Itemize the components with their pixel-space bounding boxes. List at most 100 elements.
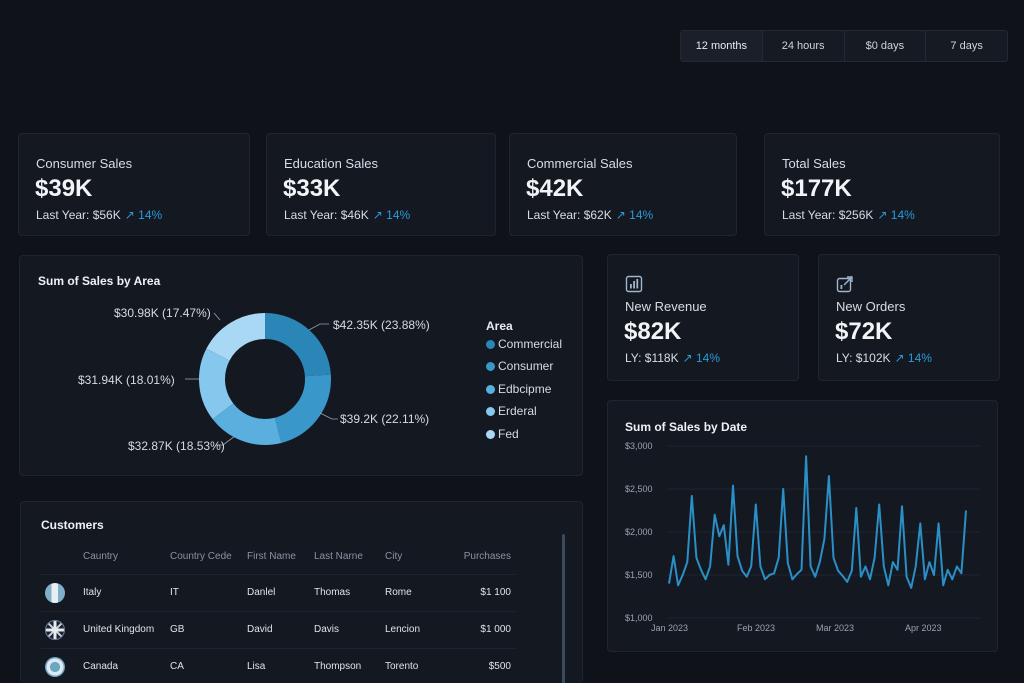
table-header-row: Cauntry Country Cede First Name Last Nar…: [41, 540, 515, 574]
cell-last-name: Thomas: [314, 573, 385, 611]
kpi-label: Total Sales: [782, 156, 846, 171]
donut-label-education: $32.87K (18.53%): [128, 439, 225, 453]
donut-slice-consumer[interactable]: [199, 313, 331, 445]
table-row[interactable]: Italy IT Danlel Thomas Rome $1 100: [41, 573, 515, 611]
cell-city: Rome: [385, 573, 445, 611]
cell-country: United Kingdom: [83, 610, 170, 648]
sales-line-series: [668, 455, 967, 589]
legend-dot: [486, 429, 495, 439]
tab-12-months[interactable]: 12 months: [681, 31, 763, 61]
kpi-value: $33K: [283, 175, 341, 202]
kpi-comparison: Last Year: $256K ↗ 14%: [782, 208, 915, 222]
column-header-last-name[interactable]: Last Narne: [314, 551, 363, 563]
cell-city: Lencion: [385, 610, 445, 648]
kpi-comparison: Last Year: $46K ↗ 14%: [284, 208, 411, 222]
legend-item-commercial[interactable]: Commercial: [486, 337, 562, 351]
kpi-value: $82K: [624, 318, 682, 345]
trend-up-indicator: ↗ 14%: [124, 208, 163, 222]
donut-label-fed: $30.98K (17.47%): [114, 306, 211, 320]
cell-first-name: Lisa: [247, 647, 314, 683]
legend-item-fed[interactable]: Fed: [486, 427, 519, 441]
kpi-value: $72K: [835, 318, 893, 345]
y-tick-label: $2,500: [625, 484, 653, 494]
cell-purchases: $1 100: [445, 573, 515, 611]
kpi-comparison: LY: $118K ↗ 14%: [625, 351, 721, 365]
donut-label-federal: $31.94K (18.01%): [78, 373, 175, 387]
x-tick-label: Apr 2023: [905, 623, 942, 633]
card-title: Customers: [41, 518, 104, 532]
cell-first-name: Danlel: [247, 573, 314, 611]
x-tick-label: Jan 2023: [651, 623, 689, 633]
kpi-consumer-sales: Consumer Sales $39K Last Year: $56K ↗ 14%: [18, 133, 250, 236]
kpi-new-orders: New Orders $72K LY: $102K ↗ 14%: [818, 254, 1000, 381]
tab-24-hours[interactable]: 24 hours: [763, 31, 845, 61]
tab-7-days[interactable]: 7 days: [950, 40, 983, 52]
legend-item-consumer[interactable]: Consumer: [486, 359, 553, 373]
column-header-city[interactable]: City: [385, 551, 403, 563]
canada-flag-icon: [45, 656, 65, 677]
line-chart: [667, 445, 980, 619]
y-tick-label: $1,500: [625, 570, 653, 580]
cell-code: CA: [170, 647, 247, 683]
cell-code: IT: [170, 573, 247, 611]
donut-slice-fed[interactable]: [199, 313, 331, 445]
italy-flag-icon: [45, 582, 65, 603]
kpi-label: New Orders: [836, 299, 906, 314]
column-header-country[interactable]: Cauntry: [83, 551, 119, 563]
donut-label-consumer: $39.2K (22.11%): [340, 412, 430, 426]
donut-slice-federal[interactable]: [199, 313, 331, 445]
x-tick-label: Mar 2023: [816, 623, 855, 633]
kpi-comparison: Last Year: $62K ↗ 14%: [527, 208, 654, 222]
donut-label-commercial: $42.35K (23.88%): [333, 318, 430, 332]
kpi-value: $39K: [35, 175, 93, 202]
kpi-total-sales: Total Sales $177K Last Year: $256K ↗ 14%: [764, 133, 1000, 236]
orders-icon: [836, 276, 853, 293]
kpi-label: Commercial Sales: [527, 156, 633, 171]
legend-dot: [486, 384, 495, 394]
x-tick-label: Feb 2023: [737, 623, 776, 633]
legend-dot: [486, 361, 495, 371]
legend-dot: [486, 406, 495, 416]
trend-up-indicator: ↗ 14%: [894, 351, 932, 365]
trend-up-indicator: ↗ 14%: [682, 351, 721, 365]
cell-purchases: $1 000: [445, 610, 515, 648]
uk-flag-icon: [45, 619, 65, 640]
trend-up-indicator: ↗ 14%: [372, 208, 411, 222]
table-row[interactable]: Canada CA Lisa Thompson Torento $500: [41, 647, 515, 683]
kpi-education-sales: Education Sales $33K Last Year: $46K ↗ 14…: [266, 133, 496, 236]
kpi-value: $42K: [526, 175, 584, 202]
legend-dot: [486, 339, 495, 349]
kpi-commercial-sales: Commercial Sales $42K Last Year: $62K ↗ 1…: [509, 133, 737, 236]
y-tick-label: $3,000: [625, 441, 653, 451]
tab-30-days[interactable]: $0 days: [845, 31, 927, 61]
legend-item-education[interactable]: Edbcipme: [486, 382, 551, 396]
column-header-first-name[interactable]: First Name: [247, 551, 296, 563]
chart-icon: [625, 275, 643, 293]
column-header-country-code[interactable]: Country Cede: [170, 551, 232, 563]
legend-item-federal[interactable]: Erderal: [486, 404, 537, 418]
y-tick-label: $1,000: [625, 613, 653, 623]
kpi-label: Consumer Sales: [36, 156, 133, 171]
cell-code: GB: [170, 610, 247, 648]
cell-first-name: David: [247, 610, 314, 648]
kpi-comparison: LY: $102K ↗ 14%: [836, 351, 932, 365]
kpi-new-revenue: New Revenue $82K LY: $118K ↗ 14%: [607, 254, 799, 381]
legend-title: Area: [486, 319, 513, 333]
sales-by-date-card: Sum of Sales by Date $3,000 $2,500 $2,00…: [607, 400, 998, 652]
trend-up-indicator: ↗ 14%: [877, 208, 915, 222]
column-header-purchases[interactable]: Purchases: [463, 551, 511, 563]
donut-slice-education[interactable]: [199, 313, 331, 445]
kpi-label: Education Sales: [284, 156, 378, 171]
kpi-label: New Revenue: [625, 299, 707, 314]
table-row[interactable]: United Kingdom GB David Davis Lencion $1…: [41, 610, 515, 648]
trend-up-indicator: ↗ 14%: [615, 208, 654, 222]
donut-chart: [185, 312, 338, 446]
card-title: Sum of Sales by Area: [38, 274, 161, 288]
y-tick-label: $2,000: [625, 527, 653, 537]
table-scrollbar[interactable]: [562, 534, 565, 683]
cell-last-name: Davis: [314, 610, 385, 648]
cell-last-name: Thompson: [314, 647, 385, 683]
card-title: Sum of Sales by Date: [625, 420, 748, 434]
customers-table: Cauntry Country Cede First Name Last Nar…: [41, 540, 515, 683]
cell-city: Torento: [385, 647, 445, 683]
